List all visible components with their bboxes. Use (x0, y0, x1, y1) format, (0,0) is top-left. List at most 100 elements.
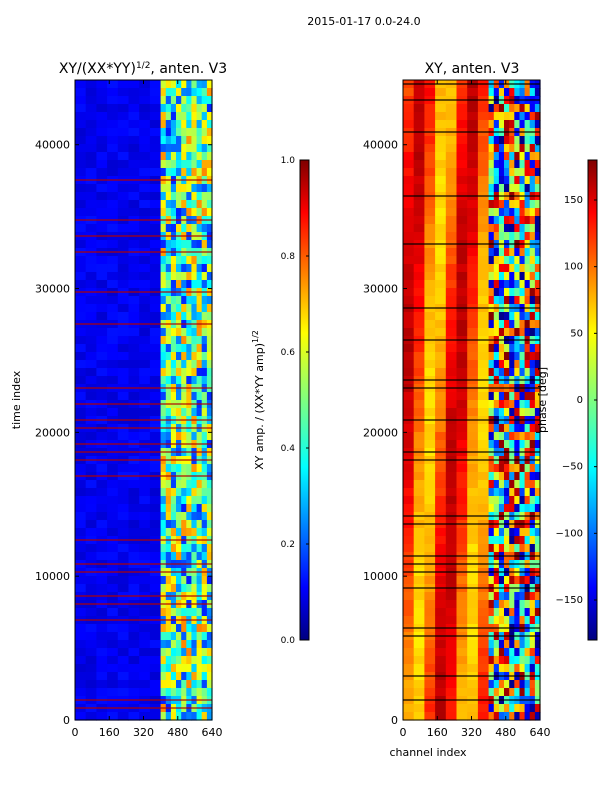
heatmap-cell (165, 256, 172, 265)
heatmap-cell (196, 152, 203, 161)
heatmap-cell (191, 584, 198, 593)
heatmap-cell (514, 656, 520, 665)
heatmap-cell (176, 480, 182, 489)
heatmap-cell (524, 312, 531, 321)
heatmap-cell (519, 208, 526, 217)
heatmap-cell (435, 216, 447, 225)
heatmap-cell (117, 120, 130, 129)
heatmap-cell (149, 96, 162, 105)
heatmap-cell (519, 232, 526, 241)
heatmap-cell (107, 304, 119, 313)
heatmap-cell (206, 120, 213, 129)
heatmap-cell (509, 160, 515, 169)
heatmap-cell (514, 608, 520, 617)
heatmap-cell (467, 120, 479, 129)
heatmap-cell (181, 136, 187, 145)
heatmap-cell (519, 496, 526, 505)
heatmap-cell (149, 376, 162, 385)
heatmap-cell (524, 464, 531, 473)
heatmap-cell (196, 584, 203, 593)
heatmap-cell (107, 584, 119, 593)
heatmap-cell (456, 608, 468, 617)
heatmap-cell (403, 664, 415, 673)
heatmap-cell (467, 656, 479, 665)
heatmap-cell (107, 496, 119, 505)
heatmap-cell (165, 88, 172, 97)
heatmap-cell (196, 328, 203, 337)
heatmap-cell (514, 232, 520, 241)
heatmap-cell (524, 392, 531, 401)
heatmap-cell (504, 464, 510, 473)
heatmap-cell (413, 680, 425, 689)
heatmap-cell (128, 584, 140, 593)
heatmap-cell (445, 104, 458, 113)
heatmap-cell (149, 656, 162, 665)
heatmap-cell (493, 88, 500, 97)
heatmap-cell (435, 432, 447, 441)
heatmap-cell (504, 176, 510, 185)
heatmap-cell (519, 216, 526, 225)
heatmap-cell (170, 256, 177, 265)
heatmap-cell (196, 520, 203, 529)
heatmap-cell (504, 536, 510, 545)
heatmap-cell (504, 408, 510, 417)
heatmap-cell (403, 176, 415, 185)
heatmap-cell (534, 352, 541, 361)
heatmap-cell (139, 520, 151, 529)
heatmap-cell (504, 152, 510, 161)
heatmap-cell (186, 664, 192, 673)
heatmap-cell (117, 576, 130, 585)
heatmap-cell (488, 464, 495, 473)
heatmap-cell (196, 496, 203, 505)
heatmap-cell (96, 584, 108, 593)
heatmap-stripe (403, 571, 540, 573)
heatmap-cell (467, 136, 479, 145)
heatmap-cell (488, 272, 495, 281)
heatmap-cell (165, 360, 172, 369)
heatmap-cell (139, 672, 151, 681)
heatmap-stripe (75, 539, 212, 541)
heatmap-cell (128, 688, 140, 697)
heatmap-cell (206, 192, 213, 201)
heatmap-cell (403, 200, 415, 209)
heatmap-cell (504, 368, 510, 377)
heatmap-cell (467, 280, 479, 289)
heatmap-cell (186, 624, 192, 633)
heatmap-cell (529, 208, 536, 217)
heatmap-cell (96, 632, 108, 641)
heatmap-cell (85, 152, 97, 161)
heatmap-cell (493, 344, 500, 353)
heatmap-cell (519, 608, 526, 617)
heatmap-cell (514, 152, 520, 161)
heatmap-cell (96, 408, 108, 417)
heatmap-cell (504, 544, 510, 553)
heatmap-cell (456, 208, 468, 217)
heatmap-cell (107, 144, 119, 153)
heatmap-cell (186, 344, 192, 353)
heatmap-cell (514, 344, 520, 353)
heatmap-stripe (75, 443, 212, 445)
heatmap-cell (413, 168, 425, 177)
heatmap-cell (196, 192, 203, 201)
heatmap-cell (514, 256, 520, 265)
heatmap-cell (85, 368, 97, 377)
heatmap-cell (176, 552, 182, 561)
heatmap-cell (534, 616, 541, 625)
heatmap-cell (139, 224, 151, 233)
heatmap-cell (117, 368, 130, 377)
heatmap-cell (206, 576, 213, 585)
heatmap-cell (170, 464, 177, 473)
heatmap-cell (488, 408, 495, 417)
heatmap-cell (176, 136, 182, 145)
heatmap-cell (467, 288, 479, 297)
heatmap-cell (181, 280, 187, 289)
heatmap-cell (85, 120, 97, 129)
heatmap-cell (107, 272, 119, 281)
x-tick-label: 480 (495, 726, 516, 739)
heatmap-cell (509, 640, 515, 649)
heatmap-cell (519, 168, 526, 177)
heatmap-cell (85, 88, 97, 97)
heatmap-cell (139, 96, 151, 105)
heatmap-cell (509, 424, 515, 433)
heatmap-cell (519, 104, 526, 113)
